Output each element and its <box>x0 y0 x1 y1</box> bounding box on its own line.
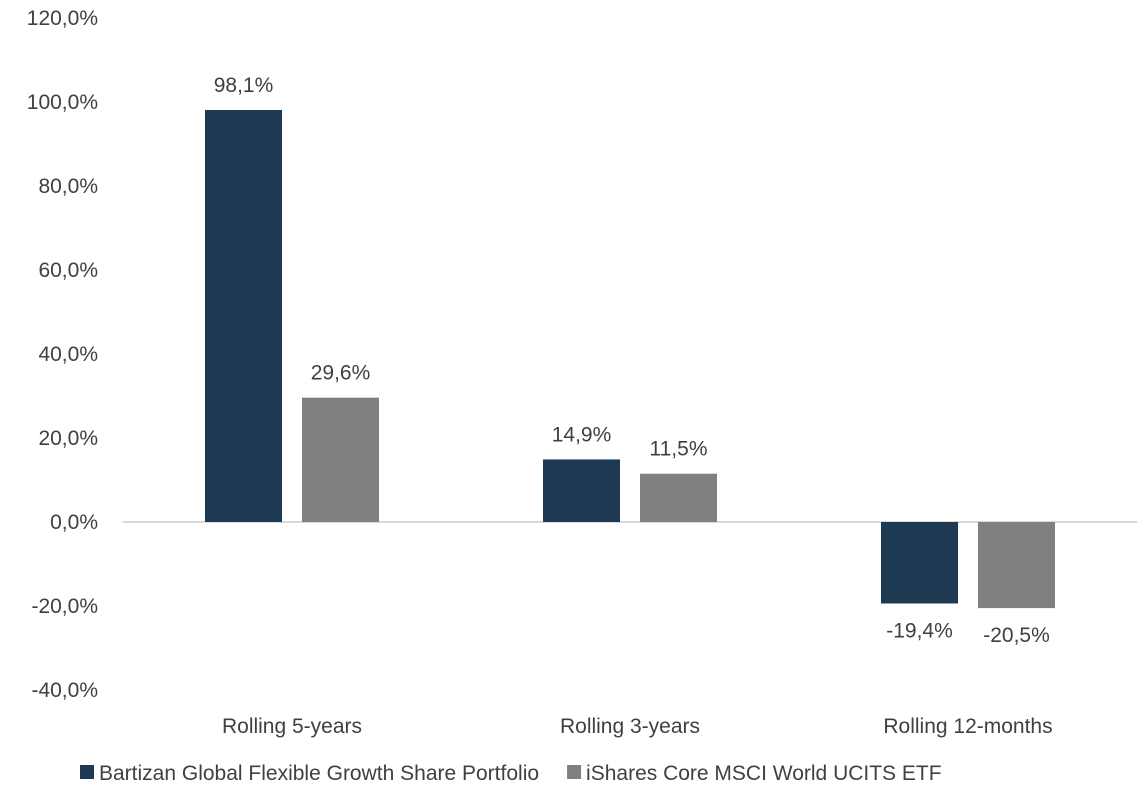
y-tick-label: -20,0% <box>31 595 98 618</box>
y-tick-label: 40,0% <box>38 343 98 366</box>
y-tick-label: 120,0% <box>27 7 98 30</box>
legend-label: iShares Core MSCI World UCITS ETF <box>586 762 942 785</box>
data-label: -19,4% <box>886 619 953 642</box>
bar <box>978 522 1055 609</box>
bar <box>640 473 717 522</box>
y-tick-label: 60,0% <box>38 259 98 282</box>
data-label: 14,9% <box>552 423 612 446</box>
y-tick-label: 80,0% <box>38 175 98 198</box>
y-tick-label: 0,0% <box>50 511 98 534</box>
data-label: 11,5% <box>650 438 708 461</box>
x-category-label: Rolling 12-months <box>883 715 1052 738</box>
y-tick-label: 100,0% <box>27 91 98 114</box>
bar <box>543 459 620 522</box>
data-label: 98,1% <box>214 74 274 97</box>
y-tick-label: -40,0% <box>31 679 98 702</box>
bar <box>205 109 282 522</box>
data-label: 29,6% <box>311 362 371 385</box>
bar <box>881 522 958 604</box>
legend-label: Bartizan Global Flexible Growth Share Po… <box>99 762 539 785</box>
x-category-label: Rolling 5-years <box>222 715 362 738</box>
legend-swatch <box>80 765 94 779</box>
legend-swatch <box>567 765 582 779</box>
bar <box>302 397 379 522</box>
y-tick-label: 20,0% <box>38 427 98 450</box>
data-label: -20,5% <box>983 624 1050 647</box>
x-category-label: Rolling 3-years <box>560 715 700 738</box>
